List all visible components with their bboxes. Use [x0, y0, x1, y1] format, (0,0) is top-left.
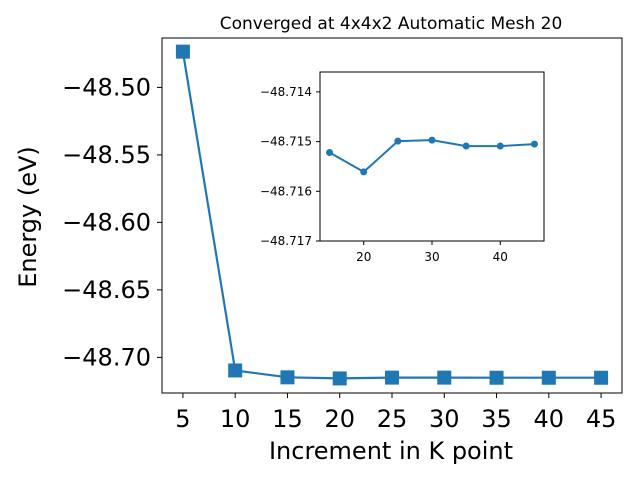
y-axis-label: Energy (eV)	[14, 146, 42, 288]
data-point	[175, 44, 190, 59]
data-point	[437, 370, 452, 385]
inset-x-tick-label: 40	[493, 250, 508, 264]
data-point	[541, 370, 556, 385]
x-axis-label: Increment in K point	[269, 437, 513, 465]
inset-x-tick-label: 20	[356, 250, 371, 264]
x-tick-label: 30	[429, 405, 460, 433]
y-tick-label: −48.60	[62, 208, 151, 236]
y-tick-label: −48.50	[62, 73, 151, 101]
y-tick-label: −48.65	[62, 276, 151, 304]
x-tick-label: 15	[272, 405, 303, 433]
data-point	[594, 370, 609, 385]
data-point	[228, 363, 243, 378]
y-tick-label: −48.70	[62, 343, 151, 371]
x-tick-label: 25	[377, 405, 408, 433]
inset-plot: 20 30 40 −48.717 −48.716 −48.715 −48.714	[260, 71, 545, 264]
data-point	[280, 370, 295, 385]
x-tick-label: 10	[220, 405, 251, 433]
inset-plot-frame	[319, 71, 545, 242]
x-tick-label: 45	[586, 405, 617, 433]
x-tick-label: 35	[481, 405, 512, 433]
inset-y-tick-label: −48.716	[260, 184, 312, 198]
inset-data-point	[326, 149, 334, 157]
inset-data-point	[496, 142, 504, 150]
inset-data-point	[394, 137, 402, 145]
inset-y-tick-label: −48.717	[260, 234, 312, 248]
chart-title: Converged at 4x4x2 Automatic Mesh 20	[220, 14, 563, 34]
inset-data-point	[428, 136, 436, 144]
inset-data-point	[360, 168, 368, 176]
y-tick-label: −48.55	[62, 141, 151, 169]
data-point	[489, 370, 504, 385]
inset-y-tick-label: −48.715	[260, 135, 312, 149]
data-point	[385, 370, 399, 385]
inset-x-tick-label: 30	[424, 250, 439, 264]
inset-data-point	[530, 140, 538, 148]
x-tick-label: 40	[534, 405, 565, 433]
data-point	[332, 371, 347, 386]
inset-y-tick-label: −48.714	[260, 85, 312, 99]
x-tick-label: 20	[324, 405, 355, 433]
inset-data-point	[462, 142, 470, 150]
x-tick-label: 5	[175, 405, 190, 433]
